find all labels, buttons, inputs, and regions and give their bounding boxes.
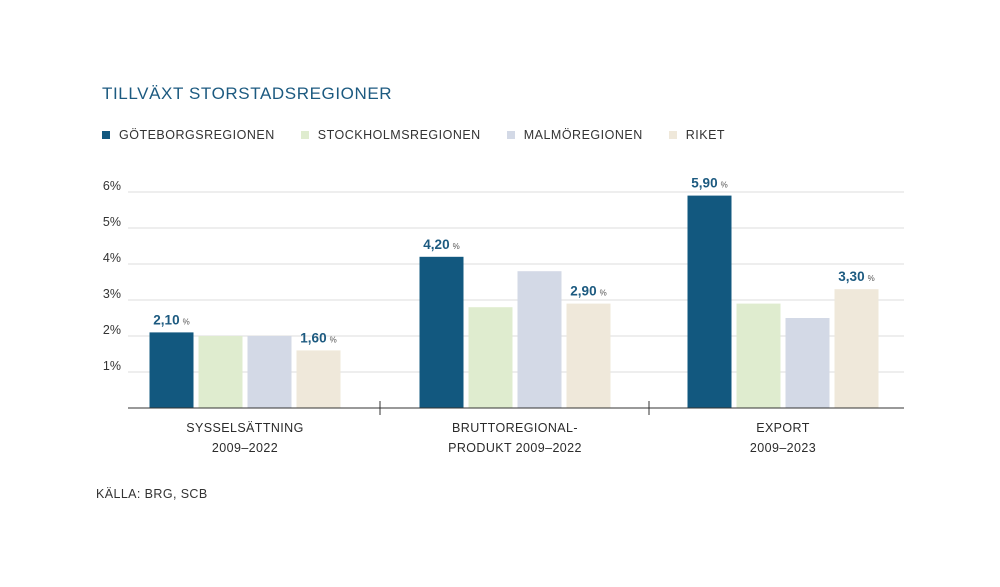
x-category-label: SYSSELSÄTTNING	[186, 421, 303, 435]
y-tick-label: 5%	[103, 215, 121, 229]
data-label: 4,20%	[423, 237, 459, 252]
bar	[785, 318, 830, 408]
bar	[296, 350, 341, 408]
x-category-label: BRUTTOREGIONAL-	[452, 421, 578, 435]
bar	[468, 307, 513, 408]
legend-swatch	[668, 131, 677, 139]
data-label: 1,60%	[300, 330, 336, 345]
x-category-label: EXPORT	[756, 421, 810, 435]
y-tick-label: 3%	[103, 287, 121, 301]
x-category-label: 2009–2022	[212, 441, 278, 455]
bar	[149, 332, 194, 408]
legend-swatch	[506, 131, 515, 139]
bar	[687, 195, 732, 408]
x-category-label: PRODUKT 2009–2022	[448, 441, 582, 455]
y-tick-label: 6%	[103, 179, 121, 193]
bar	[517, 271, 562, 408]
legend-label: STOCKHOLMSREGIONEN	[317, 128, 481, 142]
legend-item: RIKET	[668, 128, 726, 142]
data-label: 2,10%	[153, 312, 189, 327]
data-label: 2,90%	[570, 284, 606, 299]
legend-item: GÖTEBORGSREGIONEN	[102, 128, 275, 142]
legend-label: MALMÖREGIONEN	[523, 128, 643, 142]
y-tick-label: 4%	[103, 251, 121, 265]
bar	[736, 303, 781, 408]
bar	[566, 303, 611, 408]
y-tick-label: 1%	[103, 359, 121, 373]
bar	[198, 336, 243, 408]
x-category-label: 2009–2023	[750, 441, 816, 455]
legend-swatch	[102, 131, 110, 139]
legend-item: STOCKHOLMSREGIONEN	[300, 128, 481, 142]
data-label: 5,90%	[691, 176, 727, 191]
y-tick-label: 2%	[103, 323, 121, 337]
chart-legend: GÖTEBORGSREGIONEN STOCKHOLMSREGIONEN MALMÖ…	[102, 127, 725, 143]
legend-label: RIKET	[685, 128, 726, 142]
data-label: 3,30%	[838, 269, 874, 284]
legend-item: MALMÖREGIONEN	[506, 128, 643, 142]
chart-title: TILLVÄXT STORSTADSREGIONER	[102, 84, 393, 103]
legend-swatch	[300, 131, 309, 139]
bar	[247, 336, 292, 408]
bar	[834, 289, 879, 408]
source-note: KÄLLA: BRG, SCB	[96, 487, 208, 501]
bar	[419, 256, 464, 408]
legend-label: GÖTEBORGSREGIONEN	[119, 128, 275, 142]
